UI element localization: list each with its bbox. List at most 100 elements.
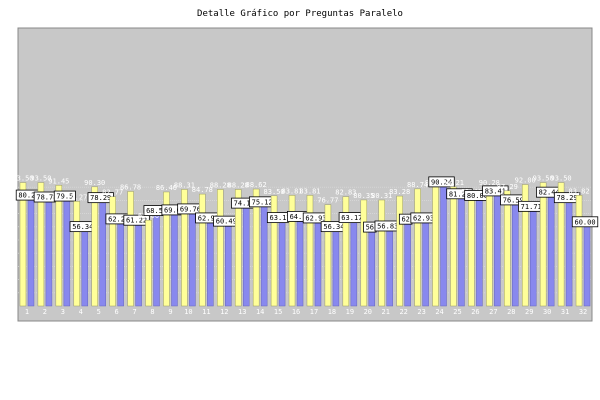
y-tick-label-20: 20 [9,276,17,284]
bar-yellow-25 [450,186,457,307]
bar-yellow-16 [288,195,296,307]
label-yellow-10: 88.31 [174,181,195,189]
bar-blue-24 [440,186,447,307]
label-yellow-28: 87.29 [497,183,518,191]
bar-yellow-18 [324,204,332,307]
bar-blue-14 [260,206,268,307]
bar-yellow-12 [217,189,224,307]
x-tick-label-24: 24 [435,308,443,316]
label-blue-6: 62.20 [108,215,129,223]
bar-yellow-14 [252,188,260,307]
label-blue-7: 61.22 [126,217,147,225]
label-blue-28: 76.59 [503,196,524,204]
bar-yellow-24 [432,186,439,307]
bar-blue-4 [81,231,89,307]
label-blue-13: 74.15 [234,200,255,208]
label-yellow-8: 65.00 [138,212,159,220]
bar-blue-9 [171,214,178,307]
bar-yellow-10 [181,189,188,307]
label-blue-30: 82.44 [539,189,560,197]
bar-yellow-27 [486,186,493,307]
x-tick-label-15: 15 [274,308,282,316]
label-yellow-13: 88.28 [228,181,249,189]
bar-blue-20 [368,231,376,307]
bar-yellow-31 [557,182,565,307]
bar-blue-22 [404,223,411,307]
bar-yellow-7 [127,191,134,307]
bar-yellow-5 [91,186,98,307]
x-tick-label-31: 31 [561,308,569,316]
label-blue-21: 56.83 [377,222,398,230]
label-yellow-32: 83.82 [568,187,589,195]
label-yellow-14: 88.62 [246,181,267,189]
bar-blue-15 [278,222,286,307]
label-blue-14: 75.12 [252,198,273,206]
label-yellow-30: 93.50 [533,175,554,183]
label-box-blue-3 [53,190,76,202]
bar-blue-28 [512,204,519,307]
label-yellow-31: 93.50 [551,175,572,183]
bar-blue-21 [386,230,393,307]
bar-blue-23 [422,222,429,307]
y-tick-label-90: 90 [9,184,17,192]
label-blue-22: 62 [401,216,409,224]
bar-yellow-2 [37,182,45,307]
label-yellow-29: 92.00 [515,177,536,185]
label-blue-1: 80.24 [18,192,39,200]
label-blue-16: 64.1 [290,213,307,221]
bar-yellow-30 [539,182,547,307]
label-blue-12: 60.49 [216,218,237,226]
bar-blue-1 [27,199,35,307]
bar-yellow-22 [396,195,403,307]
x-tick-label-25: 25 [453,308,461,316]
label-yellow-3: 91.45 [48,177,69,185]
bar-blue-13 [242,207,250,307]
x-tick-label-9: 9 [168,308,172,316]
bar-yellow-15 [270,195,278,307]
label-blue-23: 62.93 [413,214,434,222]
x-tick-label-6: 6 [115,308,119,316]
label-yellow-6: 82.77 [102,189,123,197]
x-tick-label-1: 1 [25,308,29,316]
label-blue-15: 63.17 [270,214,291,222]
bar-yellow-28 [504,190,511,307]
label-blue-25: 81.22 [449,190,470,198]
bar-blue-27 [494,195,501,307]
bar-yellow-6 [109,196,116,307]
bar-yellow-19 [342,196,350,307]
x-tick-label-32: 32 [579,308,587,316]
label-box-blue-24 [428,176,455,188]
bar-blue-5 [99,202,106,307]
label-blue-2: 78.78 [36,194,57,202]
x-tick-label-17: 17 [310,308,318,316]
bar-blue-17 [314,222,322,307]
label-blue-18: 56.34 [323,223,344,231]
y-tick-label-80: 80 [9,197,17,205]
label-yellow-17: 83.81 [299,187,320,195]
label-yellow-2: 93.50 [30,175,51,183]
bar-blue-7 [135,224,142,307]
label-blue-9: 69.0 [164,206,181,214]
bar-blue-29 [529,211,537,307]
label-yellow-22: 83.28 [389,188,410,196]
label-blue-8: 68.5 [146,207,163,215]
bar-blue-19 [350,222,358,307]
x-tick-label-10: 10 [184,308,192,316]
bar-yellow-1 [19,182,27,307]
x-tick-label-28: 28 [507,308,515,316]
bar-blue-11 [207,222,214,307]
label-yellow-9: 86.40 [156,184,177,192]
label-yellow-16: 83.81 [281,187,302,195]
label-yellow-11: 84.78 [192,186,213,194]
y-tick-label-50: 50 [9,237,17,245]
x-tick-label-26: 26 [471,308,479,316]
bar-blue-26 [476,200,483,307]
label-yellow-18: 76.77 [317,197,338,205]
y-tick-label-30: 30 [9,263,17,271]
label-yellow-19: 82.83 [335,189,356,197]
label-blue-27: 83.41 [485,187,506,195]
x-tick-label-11: 11 [202,308,210,316]
label-yellow-27: 90.28 [479,179,500,187]
